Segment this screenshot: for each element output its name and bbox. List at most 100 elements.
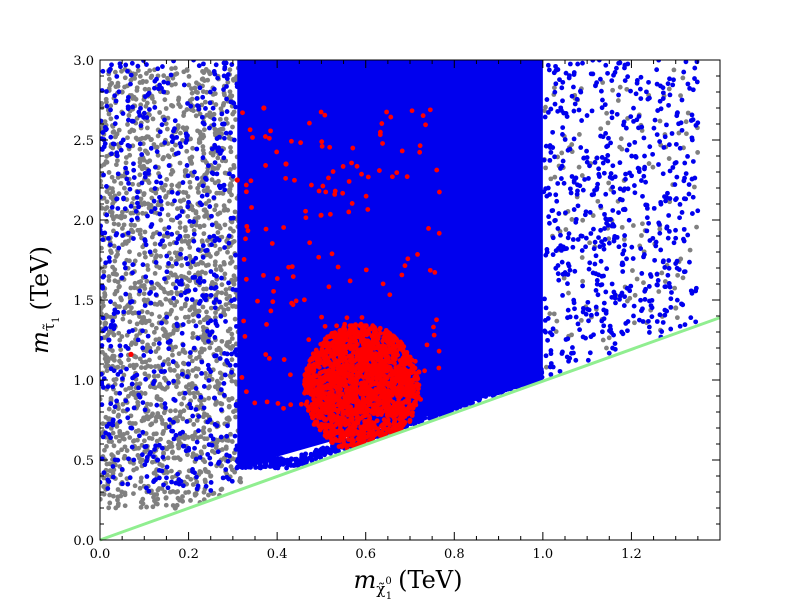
data-point	[194, 439, 200, 445]
data-point	[100, 283, 105, 289]
data-point	[104, 154, 110, 159]
data-point	[109, 209, 115, 215]
data-point	[543, 353, 549, 359]
data-point	[187, 184, 193, 190]
data-point	[654, 81, 660, 87]
data-point	[584, 148, 589, 154]
data-point	[563, 337, 569, 342]
data-point	[676, 130, 682, 136]
data-point	[621, 119, 627, 125]
data-point	[470, 391, 476, 396]
data-point	[223, 302, 229, 307]
data-point	[188, 136, 193, 142]
data-point	[140, 262, 146, 268]
data-point	[539, 370, 545, 376]
data-point	[593, 287, 599, 293]
data-point	[219, 290, 225, 296]
data-point	[170, 359, 176, 364]
data-point	[154, 149, 160, 155]
data-point	[142, 444, 148, 450]
data-point	[564, 354, 570, 360]
data-point	[131, 236, 136, 241]
data-point	[449, 399, 455, 405]
data-point	[180, 483, 186, 489]
data-point	[666, 213, 672, 218]
data-point	[185, 452, 190, 458]
data-point	[109, 204, 115, 210]
data-point	[638, 246, 644, 252]
data-point	[175, 471, 181, 477]
data-point	[609, 115, 615, 121]
data-point	[148, 75, 154, 80]
data-point	[572, 101, 578, 107]
data-point	[560, 158, 566, 164]
data-point	[185, 204, 191, 210]
data-point	[162, 489, 168, 495]
data-point	[157, 174, 163, 180]
data-point	[169, 450, 175, 455]
data-point	[639, 233, 644, 238]
data-point	[598, 203, 604, 209]
data-point	[685, 110, 691, 116]
data-point	[113, 434, 119, 440]
data-point	[348, 353, 353, 359]
data-point	[122, 261, 127, 266]
data-point	[559, 163, 565, 169]
data-point	[687, 247, 693, 253]
data-point	[413, 402, 419, 408]
data-point	[567, 61, 573, 67]
data-point	[568, 190, 574, 196]
data-point	[579, 255, 585, 260]
data-point	[221, 310, 227, 316]
data-point	[153, 349, 159, 355]
data-point	[114, 304, 120, 309]
data-point	[674, 297, 680, 303]
data-point	[152, 385, 158, 391]
data-point	[228, 99, 234, 105]
data-point	[556, 277, 562, 283]
data-point	[145, 201, 151, 207]
data-point	[671, 67, 677, 73]
data-point	[207, 89, 213, 95]
data-point	[163, 319, 169, 325]
data-point	[112, 457, 118, 463]
data-point	[219, 275, 224, 281]
data-point	[606, 236, 612, 242]
data-point	[221, 455, 227, 461]
points-layer	[100, 60, 701, 511]
data-point	[694, 224, 699, 230]
data-point	[199, 346, 205, 352]
data-point	[616, 210, 621, 216]
data-point	[122, 214, 128, 220]
data-point	[124, 170, 130, 176]
data-point	[551, 311, 557, 317]
data-point	[195, 128, 200, 134]
data-point	[185, 194, 191, 199]
data-point	[577, 327, 583, 333]
data-point	[640, 193, 645, 199]
data-point	[110, 348, 115, 354]
data-point	[612, 174, 618, 180]
data-point	[113, 390, 119, 396]
data-point	[678, 120, 684, 126]
data-point	[136, 109, 142, 115]
data-point	[582, 212, 588, 218]
data-point	[132, 280, 138, 286]
data-point	[119, 334, 125, 339]
data-point	[172, 198, 177, 204]
data-point	[175, 150, 181, 156]
data-point	[200, 324, 206, 330]
data-point	[186, 319, 192, 325]
data-point	[651, 205, 657, 211]
data-point	[550, 235, 556, 241]
data-point	[646, 220, 652, 226]
data-point	[119, 489, 125, 495]
data-point	[560, 132, 565, 137]
data-point	[139, 320, 145, 326]
data-point	[665, 272, 671, 278]
data-point	[112, 178, 117, 184]
data-point	[233, 403, 239, 409]
data-point	[176, 97, 181, 103]
data-point	[120, 481, 125, 487]
data-point	[555, 263, 561, 268]
